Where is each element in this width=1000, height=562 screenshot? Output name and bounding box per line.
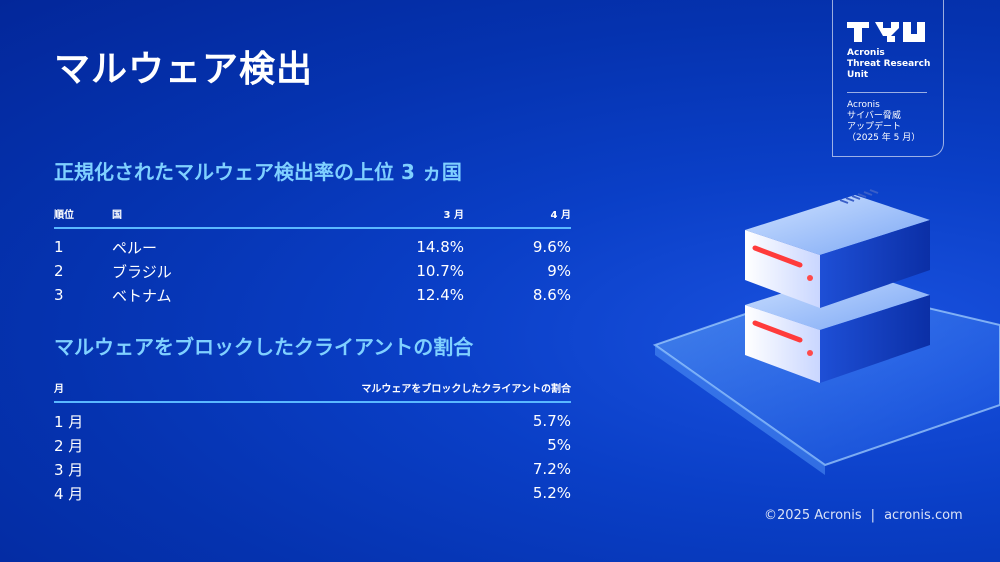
header-month: 月 bbox=[54, 380, 118, 403]
copyright: ©2025 Acronis bbox=[764, 508, 862, 523]
month-cell: 4 月 bbox=[54, 484, 84, 503]
header-country: 国 bbox=[112, 206, 352, 229]
rank-cell: 2 bbox=[54, 262, 64, 280]
table-row: 3 ベトナム 12.4% 8.6% bbox=[54, 283, 571, 307]
country-cell: ペルー bbox=[112, 238, 158, 257]
header-rank: 順位 bbox=[54, 206, 112, 229]
website-link[interactable]: acronis.com bbox=[884, 508, 963, 523]
share-cell: 5.2% bbox=[532, 484, 571, 502]
header-share: マルウェアをブロックしたクライアントの割合 bbox=[117, 380, 571, 403]
section-title-blocked-clients: マルウェアをブロックしたクライアントの割合 bbox=[54, 335, 474, 359]
top-countries-table: 順位 国 3 月 4 月 1 ペルー 14.8% 9.6% 2 ブラジル 10.… bbox=[54, 206, 571, 307]
table-header-row: 月 マルウェアをブロックしたクライアントの割合 bbox=[54, 380, 571, 403]
month-cell: 1 月 bbox=[54, 412, 84, 431]
share-cell: 5% bbox=[547, 436, 571, 454]
share-cell: 5.7% bbox=[532, 412, 571, 430]
april-cell: 8.6% bbox=[532, 286, 571, 304]
badge-divider bbox=[847, 92, 927, 93]
tru-org-name: Acronis Threat Research Unit bbox=[847, 48, 931, 80]
table-row: 2 ブラジル 10.7% 9% bbox=[54, 259, 571, 283]
march-cell: 10.7% bbox=[416, 262, 464, 280]
header-april: 4 月 bbox=[464, 206, 571, 229]
table-row: 3 月 7.2% bbox=[54, 457, 571, 481]
april-cell: 9.6% bbox=[532, 238, 571, 256]
share-cell: 7.2% bbox=[532, 460, 571, 478]
tru-logo-icon bbox=[847, 22, 925, 42]
month-cell: 3 月 bbox=[54, 460, 84, 479]
blocked-clients-table: 月 マルウェアをブロックしたクライアントの割合 1 月 5.7% 2 月 5% … bbox=[54, 380, 571, 505]
server-illustration bbox=[652, 189, 1000, 475]
page-title: マルウェア検出 bbox=[54, 49, 314, 90]
tru-badge: Acronis Threat Research Unit Acronis サイバ… bbox=[832, 0, 944, 157]
country-cell: ブラジル bbox=[112, 262, 172, 281]
march-cell: 14.8% bbox=[416, 238, 464, 256]
table-row: 1 ペルー 14.8% 9.6% bbox=[54, 228, 571, 259]
april-cell: 9% bbox=[547, 262, 571, 280]
rank-cell: 3 bbox=[54, 286, 64, 304]
table-row: 2 月 5% bbox=[54, 433, 571, 457]
header-march: 3 月 bbox=[352, 206, 464, 229]
footer-separator: | bbox=[870, 508, 876, 523]
report-name: Acronis サイバー脅威 アップデート （2025 年 5 月） bbox=[847, 100, 921, 143]
footer: ©2025 Acronis | acronis.com bbox=[764, 508, 963, 523]
table-header-row: 順位 国 3 月 4 月 bbox=[54, 206, 571, 229]
section-title-top-countries: 正規化されたマルウェア検出率の上位 3 ヵ国 bbox=[54, 160, 462, 184]
rank-cell: 1 bbox=[54, 238, 64, 256]
country-cell: ベトナム bbox=[112, 286, 172, 305]
march-cell: 12.4% bbox=[416, 286, 464, 304]
month-cell: 2 月 bbox=[54, 436, 84, 455]
table-row: 4 月 5.2% bbox=[54, 481, 571, 505]
table-row: 1 月 5.7% bbox=[54, 402, 571, 433]
